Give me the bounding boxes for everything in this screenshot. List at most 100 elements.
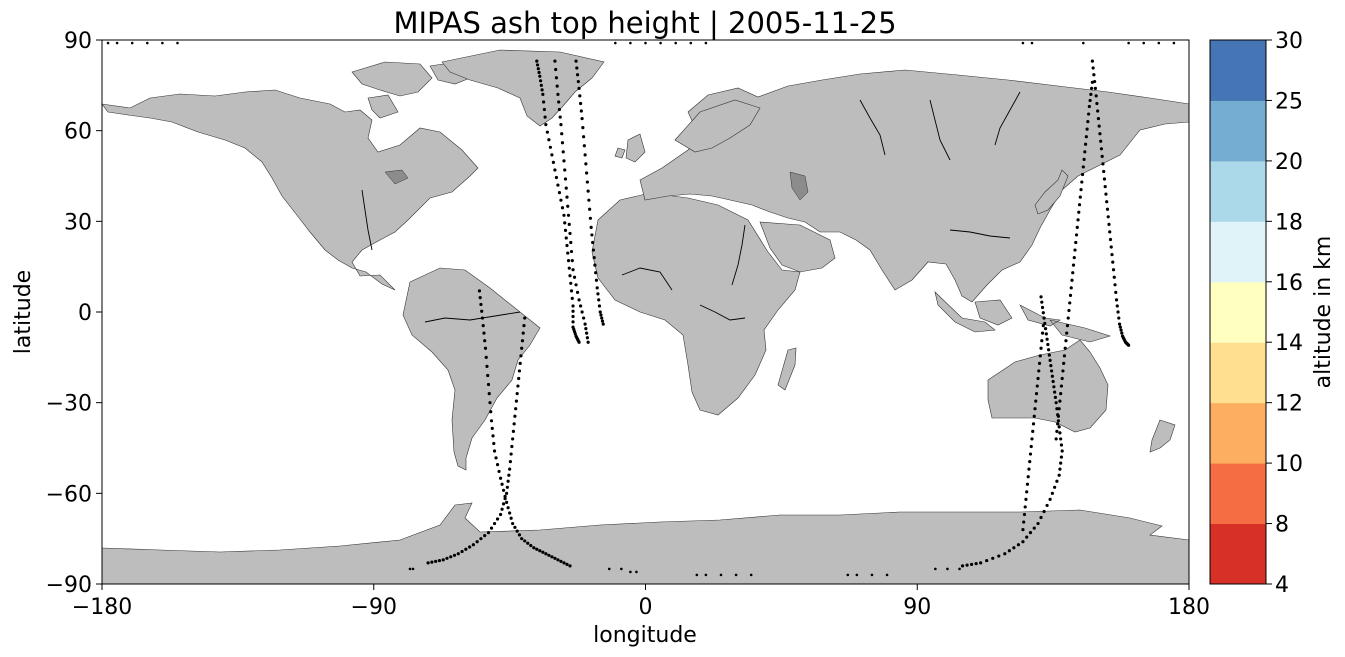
antarctica-landmass — [101, 502, 1190, 585]
track-point — [497, 469, 501, 474]
track-point — [1012, 546, 1016, 550]
track-point — [1090, 86, 1094, 90]
track-point — [495, 517, 500, 521]
track-point — [1042, 316, 1046, 320]
track-point — [521, 331, 525, 335]
track-point — [585, 171, 589, 175]
track-point — [567, 266, 571, 270]
track-point — [1028, 531, 1033, 535]
polar-track-point — [644, 41, 647, 45]
track-point — [597, 298, 601, 302]
track-point — [1099, 147, 1104, 151]
track-point — [1084, 135, 1088, 139]
track-point — [559, 559, 563, 563]
polar-track-point — [704, 573, 708, 577]
track-point — [1039, 515, 1043, 520]
track-point — [575, 73, 580, 77]
track-point — [1042, 509, 1046, 514]
track-point — [1105, 207, 1110, 211]
track-point — [495, 463, 500, 467]
track-point — [563, 221, 567, 225]
track-point — [594, 278, 599, 282]
track-point — [1089, 92, 1093, 96]
track-point — [584, 162, 588, 166]
polar-track-point — [734, 573, 738, 577]
track-point — [1058, 399, 1062, 403]
track-point — [1068, 293, 1073, 297]
track-point — [535, 63, 540, 67]
track-point — [598, 310, 602, 314]
track-point — [434, 559, 438, 563]
track-point — [523, 316, 527, 320]
polar-track-point — [1172, 41, 1176, 45]
track-point — [475, 540, 479, 544]
track-point — [506, 479, 510, 483]
track-point — [516, 384, 520, 388]
colorbar-segment — [1210, 160, 1266, 222]
track-point — [536, 67, 540, 71]
colorbar-tick-label: 12 — [1275, 392, 1303, 417]
track-point — [426, 561, 430, 565]
track-2 — [574, 59, 605, 326]
track-point — [1109, 245, 1113, 249]
track-point — [445, 556, 449, 560]
track-point — [1112, 275, 1116, 279]
polar-track-point — [411, 567, 415, 571]
track-point — [1065, 331, 1069, 335]
track-point — [483, 339, 487, 343]
polar-track-point — [885, 573, 889, 577]
track-point — [586, 340, 590, 344]
track-point — [1039, 346, 1043, 350]
mipas-tracks — [106, 41, 1176, 577]
track-point — [580, 116, 584, 121]
polar-track-point — [629, 570, 632, 574]
x-tick-label: −90 — [351, 595, 397, 620]
track-point — [1100, 154, 1104, 158]
yenisei-river — [929, 99, 951, 161]
track-point — [541, 100, 546, 104]
track-point — [551, 160, 556, 164]
track-point — [577, 340, 581, 344]
polar-track-point — [704, 41, 708, 45]
track-point — [1114, 290, 1118, 294]
track-point — [460, 549, 464, 554]
great-lakes-lake — [384, 169, 409, 185]
colorbar-segment — [1210, 281, 1266, 343]
track-point — [600, 316, 604, 320]
track-point — [1040, 305, 1045, 310]
track-point — [1070, 278, 1074, 282]
track-point — [1032, 526, 1036, 530]
track-point — [430, 560, 434, 564]
colorbar-segment — [1210, 523, 1266, 585]
x-axis-ticks: −180 −90 0 90 180 — [72, 584, 1210, 620]
polar-track-point — [855, 573, 859, 577]
track-point — [1041, 311, 1045, 315]
track-point — [566, 259, 571, 263]
track-point — [503, 497, 507, 501]
track-point — [517, 369, 522, 373]
track-point — [571, 320, 575, 324]
track-point — [1059, 384, 1064, 388]
polar-track-point — [115, 41, 119, 45]
track-point — [1095, 101, 1099, 106]
track-point — [1082, 157, 1086, 161]
rivers — [361, 91, 1021, 323]
colorbar-title: altitude in km — [1311, 236, 1336, 389]
track-point — [1078, 195, 1082, 199]
south-america-landmass — [402, 267, 541, 471]
track-point — [514, 407, 518, 411]
track-point — [480, 309, 484, 313]
track-point — [486, 373, 490, 378]
track-point — [471, 543, 475, 547]
y-tick-label: −90 — [46, 573, 92, 598]
track-point — [1079, 188, 1083, 192]
track-point — [1096, 109, 1100, 113]
track-point — [1077, 210, 1081, 214]
track-point — [1093, 79, 1097, 84]
track-point — [1057, 425, 1061, 429]
track-point — [1058, 431, 1062, 435]
track-point — [556, 558, 560, 562]
polar-track-point — [1030, 41, 1034, 45]
track-point — [1073, 248, 1077, 252]
track-point — [464, 547, 468, 551]
